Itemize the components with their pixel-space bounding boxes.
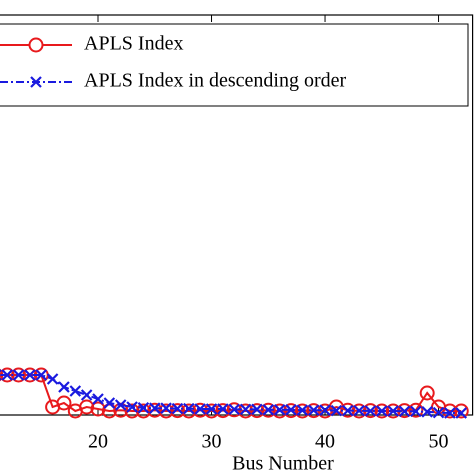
point — [69, 385, 82, 397]
x-axis-label: Bus Number — [232, 453, 334, 474]
point — [364, 405, 377, 417]
point — [421, 406, 433, 418]
point — [24, 369, 36, 381]
point — [137, 402, 150, 414]
point — [374, 403, 390, 419]
point — [171, 402, 184, 415]
point — [183, 402, 195, 415]
point — [262, 404, 275, 416]
point — [79, 399, 95, 415]
point — [432, 406, 445, 419]
point — [204, 403, 220, 419]
point — [192, 402, 208, 418]
point — [148, 402, 161, 414]
legend-label: APLS Index in descending order — [84, 70, 347, 92]
point — [330, 404, 343, 417]
point — [103, 397, 116, 409]
point — [217, 403, 229, 415]
x-tick-label: 40 — [315, 431, 335, 453]
point — [215, 403, 231, 419]
point — [319, 404, 331, 416]
point — [114, 399, 127, 411]
point — [80, 389, 93, 401]
point — [92, 393, 104, 405]
point — [272, 403, 288, 419]
point — [408, 402, 424, 418]
series — [0, 369, 468, 419]
legend-box — [0, 23, 469, 107]
point — [169, 403, 185, 419]
legend-label: APLS Index — [84, 33, 183, 55]
point — [398, 405, 411, 418]
x-tick-label: 20 — [88, 431, 108, 453]
point — [442, 403, 458, 419]
point — [341, 404, 354, 417]
point — [296, 404, 309, 416]
point — [419, 385, 435, 401]
x-tick-label: 30 — [202, 431, 222, 453]
point — [228, 403, 241, 416]
point — [35, 369, 48, 381]
point — [205, 403, 218, 415]
legend-marker — [30, 76, 42, 88]
point — [455, 407, 468, 419]
point — [1, 369, 13, 381]
point — [239, 403, 252, 416]
point — [353, 404, 365, 417]
point — [46, 373, 59, 385]
point — [238, 403, 254, 419]
point — [147, 402, 163, 418]
point — [194, 403, 206, 415]
legend-marker — [28, 37, 44, 53]
point — [90, 401, 106, 417]
point — [56, 395, 72, 411]
point — [410, 405, 422, 418]
point — [58, 381, 70, 393]
point — [124, 403, 140, 419]
point — [181, 403, 197, 419]
point — [273, 404, 286, 416]
point — [249, 403, 265, 419]
point — [160, 402, 172, 414]
point — [387, 405, 399, 417]
point — [444, 407, 456, 419]
point — [12, 369, 25, 381]
x-tick-label: 50 — [429, 431, 449, 453]
point — [158, 403, 174, 419]
point — [126, 401, 138, 413]
point — [294, 403, 310, 419]
point — [376, 405, 388, 417]
point — [285, 404, 297, 416]
point — [453, 403, 469, 419]
point — [307, 404, 320, 416]
point — [251, 403, 263, 416]
